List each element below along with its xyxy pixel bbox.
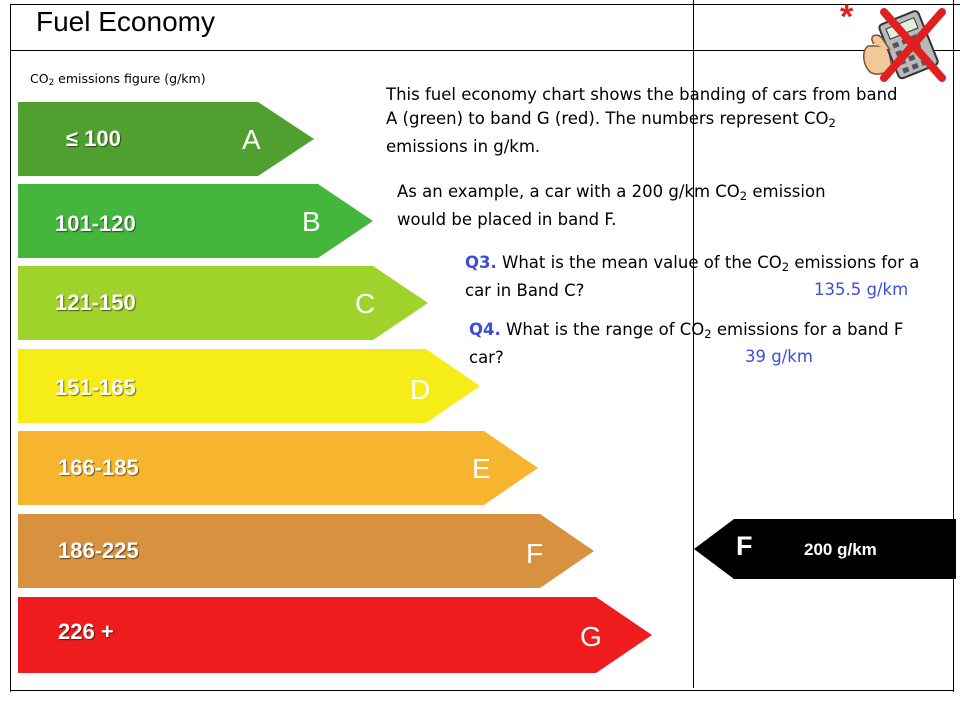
question-3-answer: 135.5 g/km — [814, 280, 909, 299]
band-c-arrow — [18, 266, 428, 340]
band-d: 151-165 D — [18, 349, 480, 423]
band-f-arrow — [18, 514, 594, 588]
calculator-icon — [863, 8, 946, 82]
question-4-answer: 39 g/km — [745, 347, 813, 366]
band-f-letter: F — [526, 538, 544, 569]
frame-header-line — [10, 50, 960, 51]
band-f: 186-225 F — [18, 514, 594, 588]
indicator-letter: F — [736, 531, 753, 561]
intro-paragraph: This fuel economy chart shows the bandin… — [386, 85, 898, 156]
question-4: Q4. What is the range of CO2 emissions f… — [469, 320, 904, 367]
frame-bottom-line — [10, 690, 954, 691]
band-c: 121-150 C — [18, 266, 428, 340]
question-4-number: Q4. — [469, 320, 501, 339]
band-e: 166-185 E — [18, 431, 538, 505]
band-a-letter: A — [242, 124, 261, 155]
band-e-range: 166-185 — [58, 455, 139, 480]
band-g-letter: G — [580, 621, 602, 652]
band-d-letter: D — [410, 374, 431, 405]
band-g-arrow — [18, 597, 652, 673]
band-a: ≤ 100 A — [18, 102, 314, 176]
band-f-range: 186-225 — [58, 538, 139, 563]
question-3-number: Q3. — [465, 253, 497, 272]
band-b-letter: B — [302, 206, 321, 237]
band-g-range: 226 + — [58, 619, 114, 644]
band-b-range: 101-120 — [55, 211, 136, 236]
page-title: Fuel Economy — [36, 6, 215, 37]
calculator-decoration: * — [838, 0, 948, 86]
frame-left-line — [10, 4, 11, 692]
band-b-arrow — [18, 184, 373, 258]
band-a-range: ≤ 100 — [66, 126, 121, 151]
chart-subtitle: CO2 emissions figure (g/km) — [30, 71, 206, 89]
band-e-letter: E — [472, 453, 491, 484]
example-paragraph: As an example, a car with a 200 g/km CO2… — [397, 182, 826, 229]
band-d-range: 151-165 — [55, 375, 136, 400]
band-g: 226 + G — [18, 597, 652, 673]
band-e-arrow — [18, 431, 538, 505]
band-a-arrow — [18, 102, 314, 176]
frame-top-line — [10, 4, 960, 5]
band-d-arrow — [18, 349, 480, 423]
band-indicator-arrow — [694, 519, 956, 579]
frame-divider-line — [693, 0, 694, 688]
band-c-letter: C — [355, 288, 376, 319]
frame-right-line — [953, 0, 954, 692]
asterisk-mark: * — [840, 0, 854, 36]
band-c-range: 121-150 — [55, 290, 136, 315]
band-b: 101-120 B — [18, 184, 373, 258]
indicator-value: 200 g/km — [804, 540, 877, 559]
question-3: Q3. What is the mean value of the CO2 em… — [465, 253, 920, 300]
